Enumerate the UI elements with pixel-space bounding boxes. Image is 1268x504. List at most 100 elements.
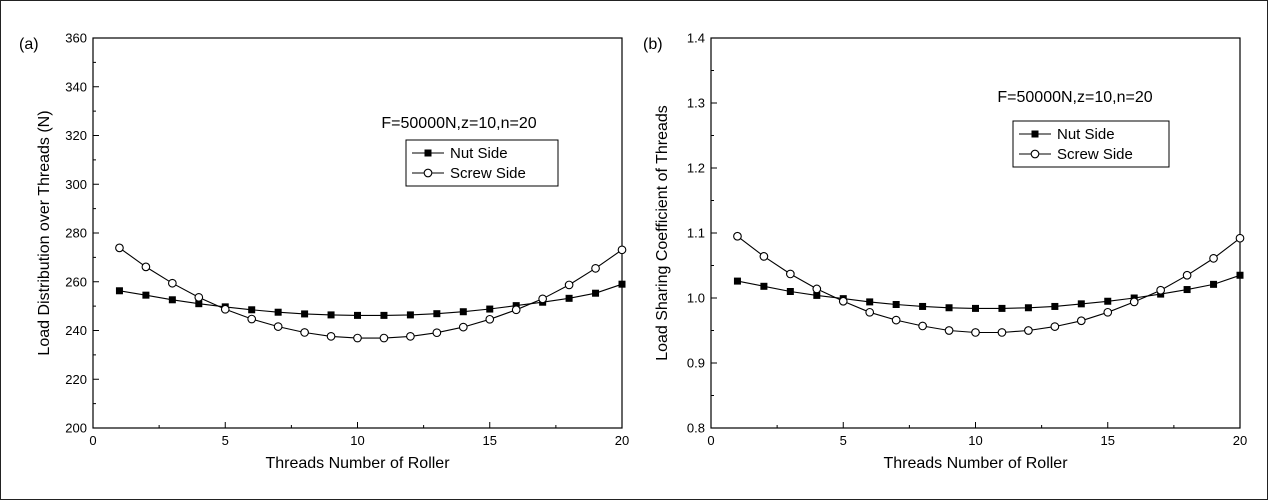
data-point-nut-side: [459, 308, 467, 316]
data-point-screw-side: [591, 263, 600, 273]
data-point-screw-side: [220, 304, 230, 314]
data-point-screw-side: [617, 245, 627, 255]
y-tick-label: 300: [65, 177, 87, 192]
x-axis-title: Threads Number of Roller: [265, 455, 450, 472]
chart-annotation: F=50000N,z=10,n=20: [381, 115, 536, 132]
data-point-screw-side: [141, 262, 151, 272]
y-axis-title: Load Distribution over Threads (N): [36, 110, 53, 355]
y-tick-label: 340: [65, 79, 87, 94]
y-tick-label: 360: [65, 31, 87, 46]
chart-panel-b: 0 5 10 15 20 0.8 0.9 1.0 1.1 1.2 1.3 1.4 Threads Num…: [643, 31, 1247, 473]
data-point-nut-side: [565, 294, 573, 302]
data-point-nut-side: [892, 301, 900, 308]
x-tick-label: 15: [1101, 433, 1115, 448]
data-point-nut-side: [786, 288, 794, 295]
series-line-nut-side: [119, 283, 623, 316]
x-tick-label: 0: [89, 433, 96, 448]
legend-label-screw-side: Screw Side: [450, 165, 526, 182]
plot-frame: [710, 37, 1241, 429]
data-point-screw-side: [115, 243, 124, 253]
legend-marker-nut-side: [1031, 130, 1039, 138]
y-tick-label: 240: [65, 323, 87, 338]
data-point-screw-side: [168, 278, 177, 288]
data-point-nut-side: [248, 306, 256, 314]
x-tick-label: 5: [840, 433, 847, 448]
data-point-nut-side: [327, 311, 335, 319]
legend-label-nut-side: Nut Side: [450, 145, 508, 162]
data-point-screw-side: [785, 269, 795, 279]
y-tick-label: 0.8: [687, 421, 705, 436]
data-point-screw-side: [1129, 297, 1139, 307]
data-point-nut-side: [354, 311, 361, 319]
panel-label: (a): [19, 36, 39, 53]
series-line-nut-side: [737, 274, 1241, 309]
data-point-screw-side: [300, 328, 309, 337]
series-line-screw-side: [119, 247, 623, 339]
legend-marker-screw-side: [423, 168, 433, 178]
data-point-screw-side: [918, 321, 927, 331]
data-point-nut-side: [592, 289, 600, 297]
data-point-screw-side: [1182, 270, 1192, 280]
x-tick-label: 20: [1233, 433, 1247, 448]
x-tick-label: 20: [615, 433, 629, 448]
data-point-screw-side: [485, 314, 495, 324]
data-point-screw-side: [944, 326, 954, 335]
data-point-nut-side: [1183, 286, 1191, 294]
chart-panel-a: 0 5 10 15 20 200 220 240 260 280 300 320 340 360 Threa…: [19, 31, 629, 473]
x-axis-title: Threads Number of Roller: [883, 455, 1068, 472]
y-tick-label: 0.9: [687, 356, 705, 371]
legend-label-nut-side: Nut Side: [1057, 126, 1115, 143]
data-point-nut-side: [380, 311, 388, 319]
data-point-nut-side: [972, 304, 979, 312]
x-tick-label: 15: [483, 433, 497, 448]
x-tick-label: 5: [222, 433, 229, 448]
x-tick-label: 10: [350, 433, 364, 448]
y-tick-label: 320: [65, 128, 87, 143]
y-axis-title: Load Sharing Coefficient of Threads: [654, 105, 671, 361]
data-point-nut-side: [733, 277, 741, 285]
x-tick-label: 0: [707, 433, 714, 448]
plot-frame: [92, 37, 623, 429]
data-point-nut-side: [1236, 271, 1244, 279]
y-tick-label: 1.1: [687, 226, 705, 241]
data-point-screw-side: [865, 307, 875, 317]
y-tick-label: 1.3: [687, 96, 705, 111]
data-point-nut-side: [142, 291, 150, 299]
data-point-screw-side: [1024, 326, 1033, 335]
data-point-nut-side: [301, 310, 309, 318]
data-point-screw-side: [1235, 233, 1245, 243]
data-point-nut-side: [168, 296, 176, 304]
data-point-screw-side: [812, 284, 822, 294]
data-point-screw-side: [733, 231, 742, 241]
data-point-nut-side: [1210, 280, 1218, 288]
data-point-screw-side: [406, 332, 415, 341]
data-point-screw-side: [838, 296, 848, 306]
data-point-screw-side: [891, 315, 901, 325]
data-point-nut-side: [486, 305, 494, 313]
data-point-screw-side: [1156, 285, 1165, 295]
data-point-nut-side: [1024, 304, 1032, 312]
y-tick-label: 260: [65, 274, 87, 289]
data-point-screw-side: [1103, 307, 1113, 317]
data-point-screw-side: [1076, 316, 1086, 326]
y-tick-label: 1.0: [687, 291, 705, 306]
data-point-nut-side: [195, 300, 203, 308]
y-tick-label: 220: [65, 372, 87, 387]
data-point-screw-side: [997, 328, 1007, 337]
data-point-nut-side: [406, 311, 414, 319]
panel-label: (b): [643, 36, 663, 53]
data-point-screw-side: [759, 252, 769, 261]
data-point-nut-side: [1104, 297, 1112, 305]
legend-marker-screw-side: [1030, 149, 1040, 159]
data-point-nut-side: [1077, 300, 1085, 308]
data-point-nut-side: [1051, 302, 1059, 310]
data-point-nut-side: [813, 291, 821, 299]
legend-box: [1012, 120, 1170, 168]
series-line-screw-side: [737, 235, 1241, 334]
data-point-screw-side: [273, 322, 283, 331]
data-point-nut-side: [919, 302, 927, 310]
legend-box: [405, 139, 559, 187]
data-point-screw-side: [511, 305, 521, 315]
data-point-screw-side: [379, 333, 389, 343]
